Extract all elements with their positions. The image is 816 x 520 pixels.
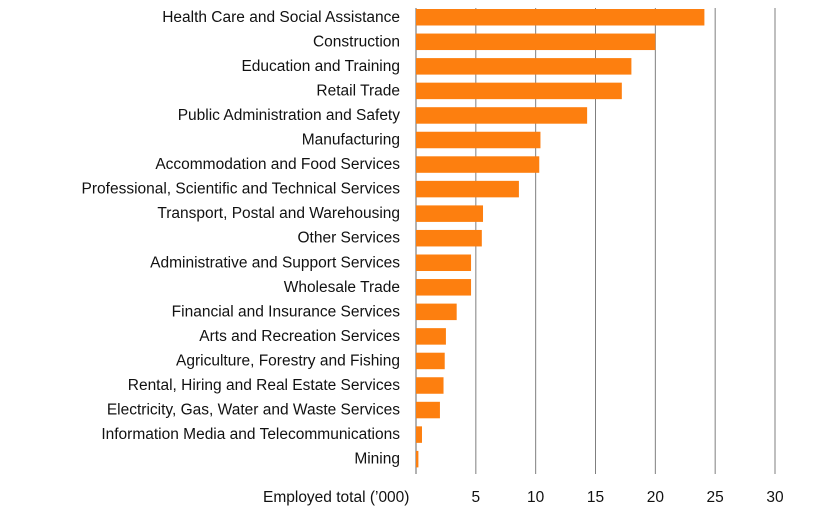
bar bbox=[416, 180, 519, 198]
category-label: Transport, Postal and Warehousing bbox=[157, 205, 400, 222]
x-tick-label: 5 bbox=[472, 489, 481, 506]
bar bbox=[416, 156, 540, 173]
bar bbox=[416, 303, 457, 321]
category-label: Construction bbox=[313, 33, 400, 50]
bar bbox=[416, 254, 472, 271]
bar bbox=[416, 58, 632, 75]
category-label: Professional, Scientific and Technical S… bbox=[82, 181, 401, 198]
x-tick-label: 15 bbox=[587, 489, 604, 506]
category-label: Wholesale Trade bbox=[284, 279, 400, 296]
bar bbox=[416, 107, 588, 124]
category-label: Other Services bbox=[297, 230, 400, 247]
category-label: Rental, Hiring and Real Estate Services bbox=[128, 377, 400, 394]
category-label: Information Media and Telecommunications bbox=[101, 426, 400, 443]
category-label: Manufacturing bbox=[302, 132, 400, 149]
category-label: Retail Trade bbox=[316, 82, 400, 99]
x-tick-label: 30 bbox=[766, 489, 784, 506]
bar bbox=[416, 205, 484, 222]
x-tick-label: 25 bbox=[707, 489, 724, 506]
bar bbox=[416, 450, 419, 468]
bar bbox=[416, 279, 472, 296]
category-label: Arts and Recreation Services bbox=[199, 328, 400, 345]
bars bbox=[416, 9, 705, 468]
bar bbox=[416, 82, 622, 100]
category-label: Financial and Insurance Services bbox=[172, 303, 401, 320]
x-axis-label: Employed total (’000) bbox=[263, 489, 409, 506]
bar bbox=[416, 401, 440, 419]
x-axis-ticks: 5 10 15 20 25 30 bbox=[472, 489, 784, 506]
bar bbox=[416, 131, 541, 149]
x-tick-label: 10 bbox=[527, 489, 545, 506]
category-label: Mining bbox=[354, 451, 400, 468]
category-label: Electricity, Gas, Water and Waste Servic… bbox=[107, 402, 400, 419]
bar bbox=[416, 426, 422, 443]
category-label: Administrative and Support Services bbox=[150, 254, 400, 271]
category-label: Education and Training bbox=[241, 58, 400, 75]
x-tick-label: 20 bbox=[647, 489, 665, 506]
bar bbox=[416, 377, 444, 394]
category-label: Public Administration and Safety bbox=[178, 107, 401, 124]
category-label: Health Care and Social Assistance bbox=[162, 9, 400, 26]
category-label: Accommodation and Food Services bbox=[155, 156, 400, 173]
category-label: Agriculture, Forestry and Fishing bbox=[176, 352, 400, 369]
bar bbox=[416, 328, 446, 345]
bar bbox=[416, 33, 656, 51]
bar bbox=[416, 9, 705, 26]
bar bbox=[416, 352, 445, 370]
bar bbox=[416, 229, 482, 247]
category-labels: Health Care and Social Assistance Constru… bbox=[82, 9, 401, 468]
